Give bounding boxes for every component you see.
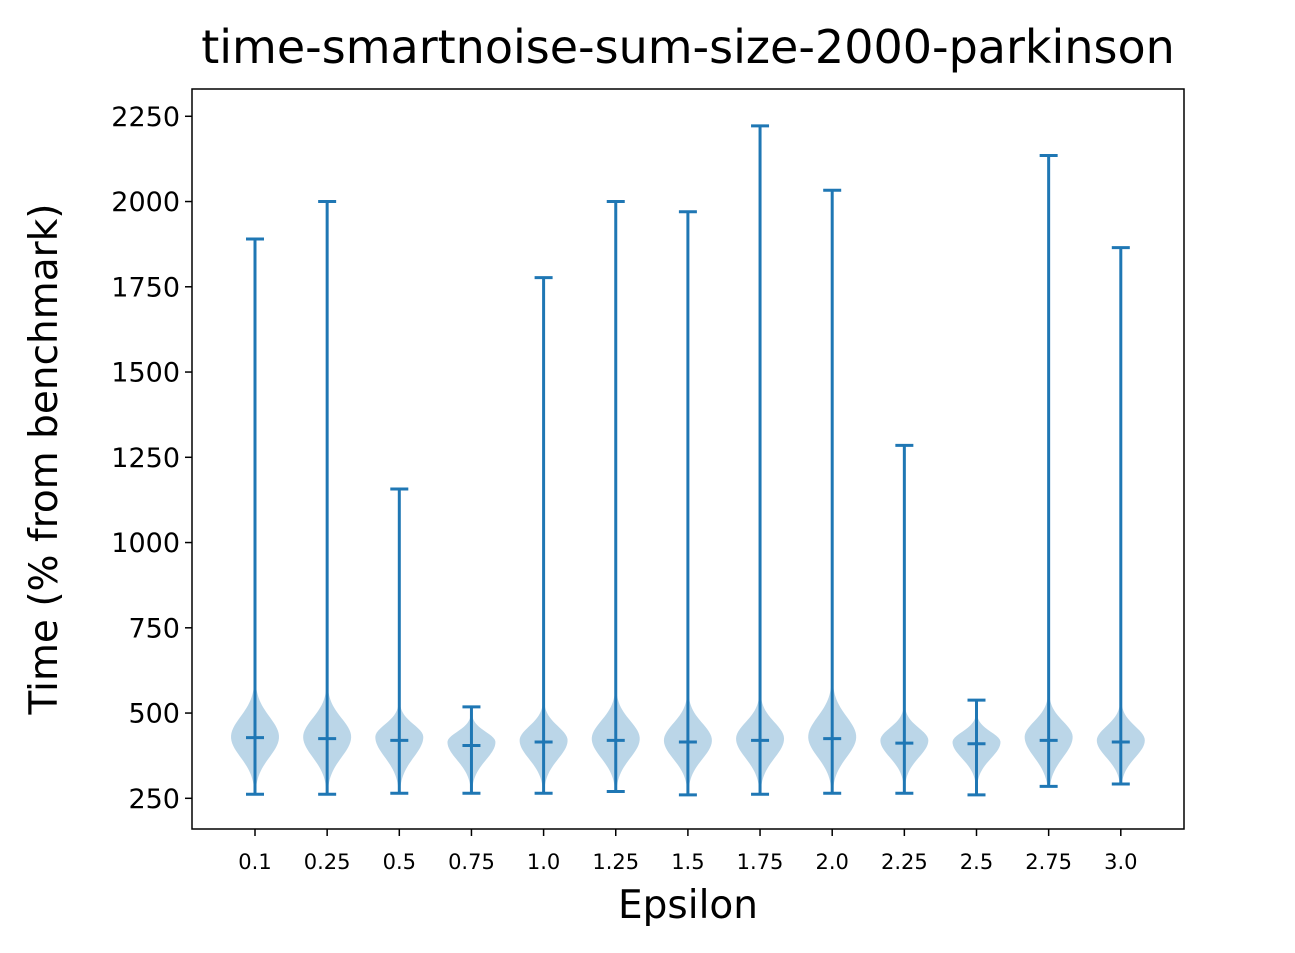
y-tick-label: 250	[128, 784, 180, 815]
violin-1.5	[663, 210, 712, 797]
violin-2.25	[880, 443, 929, 795]
y-tick-label: 2250	[111, 102, 180, 133]
y-tick-label: 1000	[111, 528, 180, 559]
violin-1.25	[591, 200, 640, 793]
x-tick-label: 2.25	[881, 850, 928, 874]
x-tick-label: 0.75	[448, 850, 495, 874]
x-tick-label: 1.0	[527, 850, 560, 874]
y-tick-label: 2000	[111, 187, 180, 218]
violin-0.1	[231, 237, 279, 796]
y-tick-label: 500	[128, 699, 180, 730]
violin-2.75	[1024, 153, 1073, 788]
plot-layer	[231, 124, 1145, 797]
y-axis-title: Time (% from benchmark)	[22, 203, 67, 715]
y-axis: 250 500 750 1000 1250 1500 1750 2000 2250	[111, 102, 192, 815]
violin-0.75	[447, 705, 496, 795]
violin-0.5	[375, 487, 424, 795]
y-tick-label: 1750	[111, 272, 180, 303]
x-tick-label: 1.5	[671, 850, 704, 874]
violin-0.25	[303, 200, 352, 796]
x-tick-label: 1.25	[592, 850, 639, 874]
x-tick-label: 2.75	[1025, 850, 1072, 874]
violin-2.0	[808, 188, 857, 795]
x-tick-label: 2.0	[815, 850, 848, 874]
x-axis-title: Epsilon	[618, 883, 758, 928]
x-tick-label: 0.25	[304, 850, 351, 874]
x-tick-label: 0.5	[383, 850, 416, 874]
violin-3.0	[1096, 246, 1145, 786]
violin-1.0	[519, 276, 568, 795]
violin-1.75	[736, 124, 785, 796]
chart-title: time-smartnoise-sum-size-2000-parkinson	[201, 20, 1175, 74]
y-tick-label: 750	[128, 613, 180, 644]
x-tick-label: 3.0	[1104, 850, 1137, 874]
x-tick-label: 0.1	[238, 850, 271, 874]
y-tick-label: 1500	[111, 358, 180, 389]
x-tick-label: 2.5	[960, 850, 993, 874]
x-axis: 0.1 0.25 0.5 0.75 1.0 1.25 1.5 1.75 2.0 2.25 2.5 2.…	[238, 829, 1138, 874]
violin-2.5	[952, 698, 1001, 797]
y-tick-label: 1250	[111, 443, 180, 474]
x-tick-label: 1.75	[737, 850, 784, 874]
